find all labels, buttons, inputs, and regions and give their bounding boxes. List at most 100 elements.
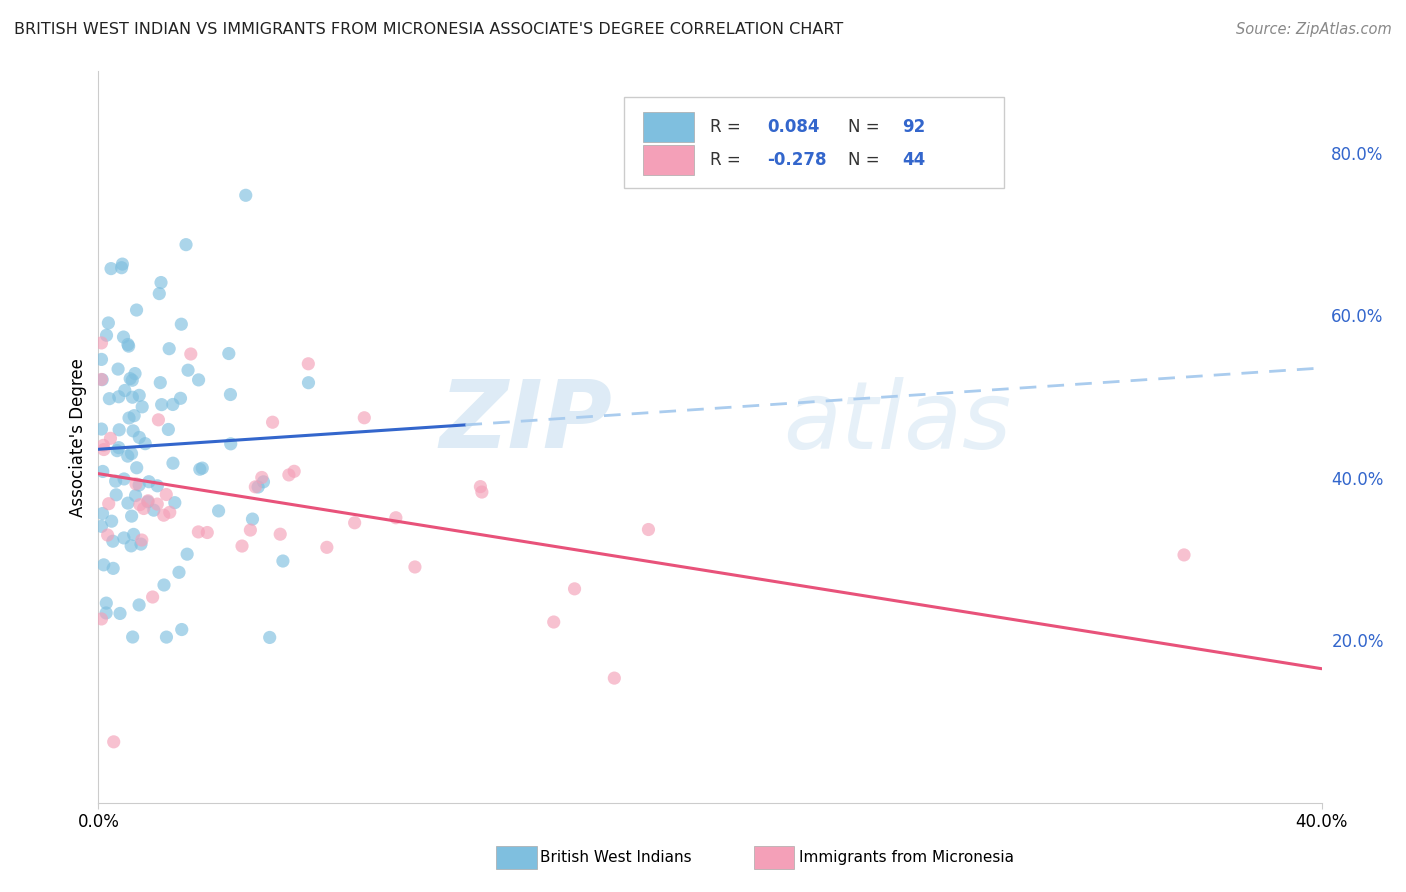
Point [155,487,177,501]
Point [117,449,139,463]
Point [297,376,319,390]
Point [262,415,284,429]
Point [107,441,129,455]
Text: ZIP: ZIP [439,376,612,468]
Point [195,525,218,540]
FancyBboxPatch shape [643,112,695,143]
Point [277,467,299,482]
Point [128,430,150,444]
Point [471,485,494,500]
Point [157,422,180,436]
Point [91,465,114,479]
Point [283,464,305,478]
Text: 92: 92 [903,118,925,136]
Point [97,528,120,542]
Point [136,495,159,509]
Point [162,456,184,470]
Point [108,607,131,621]
Point [176,547,198,561]
Point [146,479,169,493]
Point [245,480,267,494]
Point [239,523,262,537]
Point [470,480,492,494]
Point [121,446,143,460]
Point [90,352,112,367]
Point [112,472,135,486]
Point [96,606,118,620]
Point [343,516,366,530]
Point [167,566,190,580]
Point [96,328,118,343]
Point [138,475,160,489]
Point [121,390,143,404]
Point [142,503,165,517]
Point [188,462,211,476]
Point [146,497,169,511]
Point [297,357,319,371]
Point [96,596,118,610]
Point [117,339,139,353]
Point [219,387,242,401]
Point [132,501,155,516]
Text: N =: N = [848,151,886,169]
Point [108,423,131,437]
Point [131,400,153,414]
Point [149,376,172,390]
Point [128,598,150,612]
Text: -0.278: -0.278 [768,151,827,169]
Point [153,578,176,592]
Y-axis label: Associate's Degree: Associate's Degree [69,358,87,516]
Point [177,363,200,377]
Point [117,496,139,510]
Point [129,537,152,551]
Point [136,493,159,508]
Point [122,527,145,541]
Point [91,373,114,387]
Point [100,261,122,276]
Text: 0.084: 0.084 [768,118,820,136]
Point [170,317,193,331]
Point [128,388,150,402]
Point [157,342,180,356]
Point [97,316,120,330]
Point [271,554,294,568]
Point [404,560,426,574]
Point [250,470,273,484]
Text: Immigrants from Micronesia: Immigrants from Micronesia [799,850,1014,864]
Point [104,474,127,488]
Text: atlas: atlas [783,377,1012,468]
Point [259,631,281,645]
Text: R =: R = [710,151,747,169]
Text: 44: 44 [903,151,925,169]
Point [120,539,142,553]
Point [150,398,173,412]
Point [603,671,626,685]
Point [122,424,145,438]
Point [111,257,134,271]
Point [121,373,143,387]
Point [112,330,135,344]
Point [90,335,112,350]
Point [112,531,135,545]
Point [90,612,112,626]
Point [152,508,174,523]
Point [155,630,177,644]
Text: R =: R = [710,118,747,136]
Point [247,480,270,494]
Point [180,347,202,361]
Point [163,496,186,510]
Point [269,527,291,541]
Point [124,367,146,381]
Point [110,260,132,275]
Point [315,541,337,555]
Point [93,558,115,572]
Point [1173,548,1195,562]
Point [101,561,124,575]
Point [187,373,209,387]
Point [100,431,122,445]
Point [122,409,145,423]
Point [187,524,209,539]
Point [170,623,193,637]
Point [142,590,165,604]
Point [121,509,143,524]
